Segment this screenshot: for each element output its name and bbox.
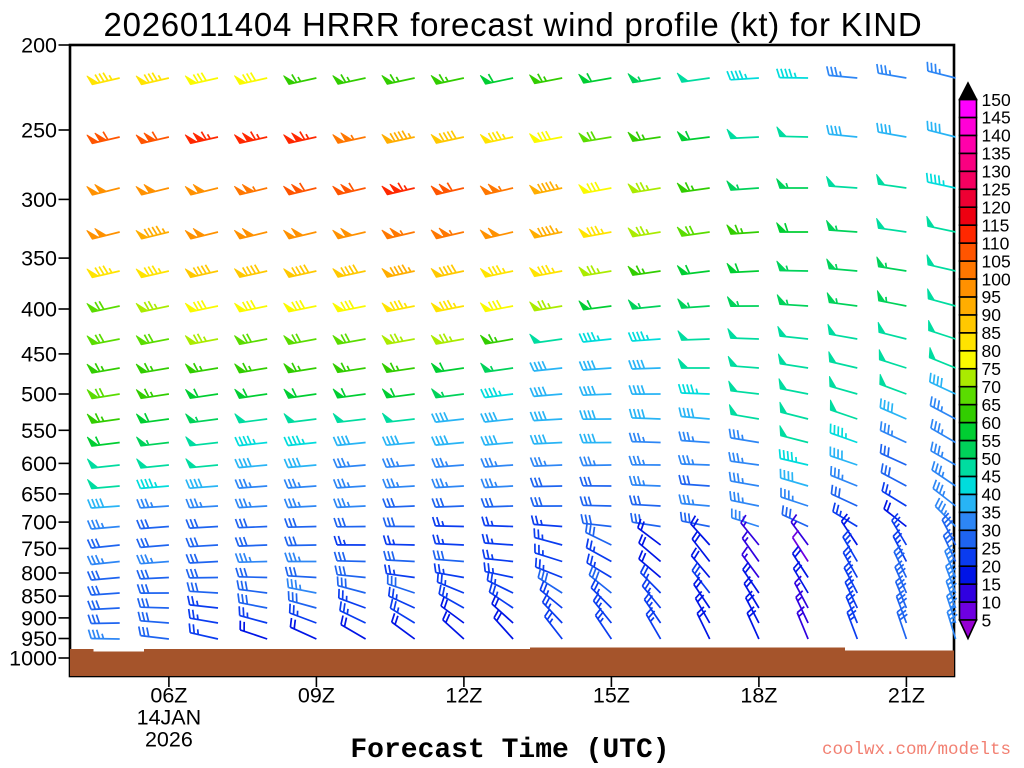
svg-text:30: 30 (982, 521, 1002, 541)
svg-text:95: 95 (982, 287, 1001, 307)
svg-text:15Z: 15Z (593, 684, 630, 708)
svg-text:45: 45 (982, 467, 1001, 487)
svg-text:105: 105 (982, 251, 1011, 271)
svg-text:35: 35 (982, 503, 1001, 523)
svg-text:coolwx.com/modelts: coolwx.com/modelts (822, 740, 1011, 760)
svg-text:09Z: 09Z (298, 684, 335, 708)
svg-text:450: 450 (21, 343, 57, 367)
svg-text:21Z: 21Z (888, 684, 925, 708)
svg-text:110: 110 (982, 233, 1010, 253)
svg-text:150: 150 (982, 90, 1011, 110)
svg-text:85: 85 (982, 323, 1001, 343)
svg-text:25: 25 (982, 539, 1001, 559)
svg-text:90: 90 (982, 305, 1002, 325)
svg-text:650: 650 (21, 483, 57, 507)
svg-text:850: 850 (21, 585, 57, 609)
svg-text:200: 200 (21, 34, 57, 58)
svg-text:600: 600 (21, 452, 57, 476)
svg-text:125: 125 (982, 180, 1011, 200)
svg-text:65: 65 (982, 395, 1001, 415)
svg-text:130: 130 (982, 162, 1011, 182)
svg-text:100: 100 (982, 269, 1011, 289)
svg-text:135: 135 (982, 144, 1011, 164)
svg-text:50: 50 (982, 449, 1002, 469)
svg-text:18Z: 18Z (740, 684, 777, 708)
svg-text:40: 40 (982, 485, 1002, 505)
svg-text:800: 800 (21, 562, 57, 586)
svg-text:700: 700 (21, 511, 57, 535)
svg-text:2026: 2026 (145, 728, 193, 752)
svg-text:70: 70 (982, 377, 1002, 397)
svg-text:80: 80 (982, 341, 1002, 361)
svg-text:10: 10 (982, 592, 1002, 612)
svg-text:1000: 1000 (9, 647, 57, 671)
svg-text:750: 750 (21, 537, 57, 561)
svg-text:12Z: 12Z (445, 684, 482, 708)
svg-text:60: 60 (982, 413, 1002, 433)
svg-text:300: 300 (21, 188, 57, 212)
svg-text:140: 140 (982, 126, 1011, 146)
svg-text:15: 15 (982, 574, 1001, 594)
svg-text:20: 20 (982, 557, 1002, 577)
svg-text:55: 55 (982, 431, 1001, 451)
svg-text:550: 550 (21, 419, 57, 443)
svg-text:400: 400 (21, 298, 57, 322)
svg-text:5: 5 (982, 610, 992, 630)
svg-text:115: 115 (982, 215, 1010, 235)
svg-text:06Z: 06Z (150, 684, 187, 708)
svg-text:900: 900 (21, 607, 57, 631)
svg-text:250: 250 (21, 119, 57, 143)
svg-text:145: 145 (982, 108, 1011, 128)
svg-text:500: 500 (21, 383, 57, 407)
svg-text:Forecast Time (UTC): Forecast Time (UTC) (350, 735, 669, 766)
svg-text:14JAN: 14JAN (137, 706, 202, 730)
svg-text:2026011404 HRRR forecast wind: 2026011404 HRRR forecast wind profile (k… (104, 6, 923, 43)
svg-text:950: 950 (21, 627, 57, 651)
svg-text:75: 75 (982, 359, 1001, 379)
svg-text:120: 120 (982, 198, 1011, 218)
svg-text:350: 350 (21, 247, 57, 271)
